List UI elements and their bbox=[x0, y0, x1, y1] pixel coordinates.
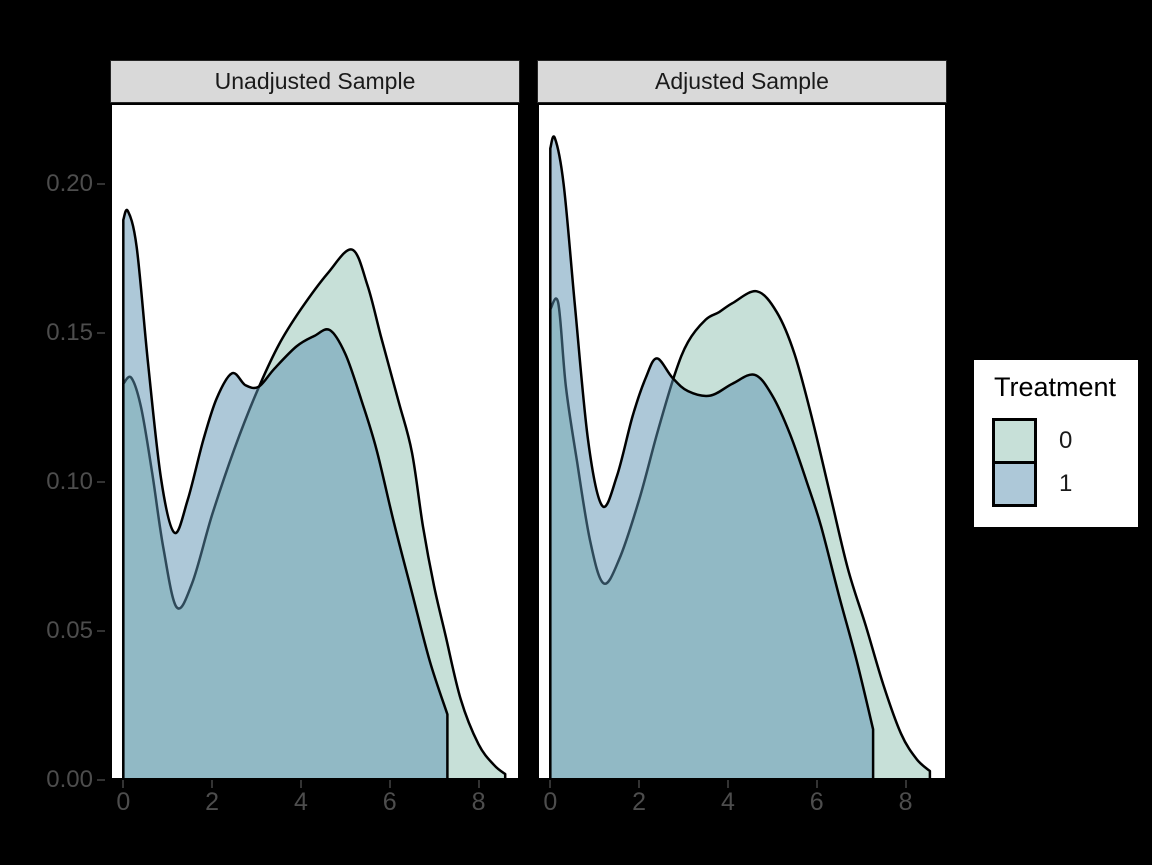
x-axis-tick-label: 0 bbox=[116, 788, 131, 816]
y-axis-tick-label: 0.10 bbox=[46, 468, 93, 496]
y-axis-tick-mark bbox=[97, 481, 105, 484]
legend-entry-label: 1 bbox=[1059, 470, 1073, 497]
density-area-treatment-1 bbox=[122, 208, 449, 780]
x-axis-tick-label: 8 bbox=[471, 788, 486, 816]
x-axis-tick-label: 4 bbox=[720, 788, 735, 816]
x-axis-tick-mark bbox=[549, 780, 552, 788]
facet-strip-adjusted-sample: Adjusted Sample bbox=[537, 60, 947, 103]
y-axis-tick-label: 0.05 bbox=[46, 617, 93, 644]
y-axis-tick-mark bbox=[97, 779, 105, 781]
x-axis-tick-label: 2 bbox=[205, 788, 220, 816]
density-area-treatment-1 bbox=[549, 135, 875, 780]
x-axis-tick-mark bbox=[122, 780, 125, 788]
y-axis-tick-mark bbox=[97, 630, 105, 632]
x-axis-tick-label: 2 bbox=[632, 788, 647, 816]
x-axis-tick-mark bbox=[211, 780, 214, 788]
x-axis-tick-label: 4 bbox=[293, 788, 308, 816]
x-axis-tick-mark bbox=[638, 780, 641, 788]
x-axis-tick-mark bbox=[477, 780, 480, 788]
y-axis-tick-label: 0.00 bbox=[46, 766, 93, 793]
legend-key-swatch-treatment-1 bbox=[992, 461, 1037, 507]
density-panel-unadjusted bbox=[122, 208, 507, 780]
legend-entry-treatment-0: 0 bbox=[992, 418, 1072, 464]
y-axis-tick-mark bbox=[97, 183, 105, 186]
density-panel-adjusted bbox=[549, 135, 932, 780]
legend-keys: 0 1 bbox=[992, 418, 1072, 507]
facet-strip-label: Unadjusted Sample bbox=[214, 68, 416, 94]
x-axis-tick-label: 0 bbox=[543, 788, 558, 816]
legend-entry-label: 0 bbox=[1059, 427, 1073, 454]
facet-strip-label: Adjusted Sample bbox=[655, 68, 829, 94]
x-axis-tick-mark bbox=[904, 780, 907, 788]
x-axis-tick-mark bbox=[726, 780, 729, 788]
legend-key-swatch-treatment-0 bbox=[992, 418, 1037, 464]
x-axis-tick-label: 8 bbox=[898, 788, 913, 816]
y-axis-tick-mark bbox=[97, 332, 105, 335]
y-axis-tick-label: 0.20 bbox=[46, 170, 93, 198]
x-axis-tick-label: 6 bbox=[382, 788, 397, 816]
legend: Treatment 0 1 bbox=[974, 360, 1138, 527]
legend-title: Treatment bbox=[994, 372, 1117, 402]
x-axis-tick-mark bbox=[388, 780, 391, 788]
facet-strip-unadjusted-sample: Unadjusted Sample bbox=[110, 60, 520, 103]
x-axis-tick-mark bbox=[815, 780, 818, 788]
x-axis-tick-mark bbox=[299, 780, 302, 788]
y-axis-tick-label: 0.15 bbox=[46, 319, 93, 347]
x-axis-tick-label: 6 bbox=[809, 788, 824, 816]
legend-entry-treatment-1: 1 bbox=[992, 461, 1072, 507]
